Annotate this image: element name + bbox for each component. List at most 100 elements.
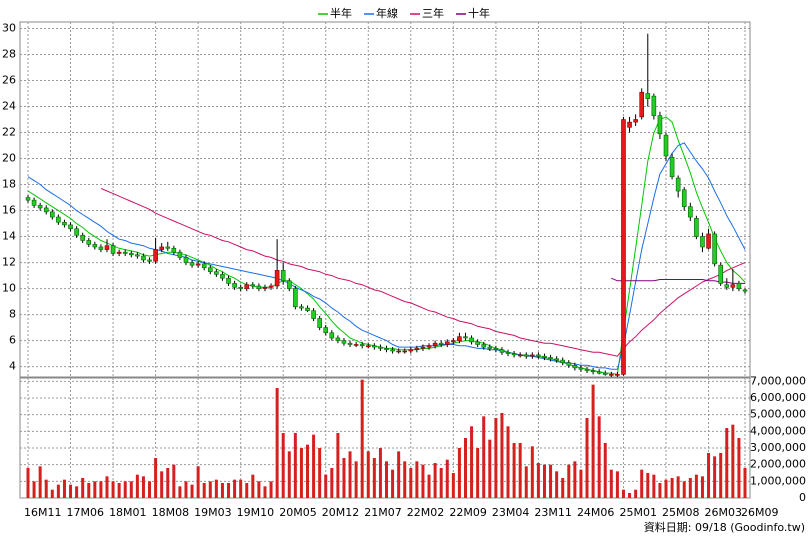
candle-body — [451, 340, 456, 343]
candle-body — [742, 289, 748, 292]
volume-bar — [482, 416, 486, 498]
volume-bar — [135, 474, 139, 498]
volume-bar — [275, 388, 279, 498]
volume-bar — [306, 444, 310, 498]
volume-bar — [542, 464, 546, 498]
candle-body — [335, 337, 341, 341]
volume-bar — [105, 476, 109, 498]
candle-body — [256, 285, 262, 289]
candle-body — [730, 284, 736, 288]
candle-body — [432, 342, 438, 347]
volume-bar — [366, 451, 370, 498]
volume-bar — [530, 446, 534, 498]
x-tick-label: 22M09 — [449, 506, 487, 519]
candle-body — [86, 240, 92, 245]
candle-body — [262, 286, 268, 289]
candle-body — [718, 264, 723, 284]
candle-body — [135, 254, 140, 257]
candle-body — [560, 359, 566, 363]
x-tick-label: 25M08 — [662, 506, 700, 519]
y2-tick-label: 1,000,000 — [750, 474, 806, 487]
candle-body — [463, 336, 468, 339]
volume-bar — [239, 479, 243, 498]
x-tick-label: 26M09 — [741, 506, 779, 519]
volume-bar — [652, 474, 656, 498]
volume-bar — [433, 463, 437, 498]
volume-bar — [409, 468, 413, 498]
volume-bar — [494, 418, 498, 498]
volume-bar — [56, 484, 60, 498]
x-tick-label: 20M05 — [279, 506, 317, 519]
volume-bar — [609, 469, 613, 498]
y-tick-label: 16 — [2, 204, 16, 217]
y2-tick-label: 7,000,000 — [750, 374, 806, 387]
x-tick-label: 20M12 — [322, 506, 360, 519]
candle-body — [341, 340, 347, 344]
volume-bar — [160, 471, 164, 498]
candle-body — [657, 115, 663, 135]
candle-body — [736, 283, 742, 289]
price-panel — [19, 21, 751, 378]
y-tick-label: 30 — [2, 22, 16, 35]
volume-bar — [591, 384, 595, 498]
y2-tick-label: 3,000,000 — [750, 441, 806, 454]
volume-bar — [148, 481, 152, 498]
x-tick-label: 19M10 — [237, 506, 275, 519]
x-tick-label: 18M08 — [152, 506, 190, 519]
candle-body — [274, 270, 280, 287]
volume-bar — [658, 483, 662, 498]
x-tick-label: 16M11 — [24, 506, 62, 519]
candle-body — [444, 341, 450, 345]
candle-body — [56, 216, 61, 223]
candle-body — [396, 350, 401, 353]
x-tick-label: 24M06 — [577, 506, 615, 519]
volume-bar — [75, 486, 79, 498]
volume-bar — [93, 481, 97, 498]
candle-body — [663, 134, 669, 157]
volume-bar — [500, 413, 504, 498]
volume-bar — [32, 481, 36, 498]
candle-body — [220, 273, 225, 279]
candle-body — [548, 357, 553, 360]
candle-body — [50, 211, 55, 218]
volume-bar — [725, 428, 729, 498]
y-tick-label: 6 — [9, 334, 16, 347]
volume-bar — [391, 469, 395, 498]
candle-body — [62, 221, 67, 226]
y-tick-label: 18 — [2, 178, 16, 191]
volume-bar — [178, 486, 182, 498]
candle-body — [378, 346, 383, 349]
volume-bar — [518, 443, 522, 498]
y2-tick-label: 5,000,000 — [750, 408, 806, 421]
volume-bar — [154, 458, 158, 498]
volume-bar — [634, 489, 638, 498]
candle-body — [384, 348, 389, 350]
candle-body — [536, 354, 541, 357]
volume-bar — [385, 461, 388, 498]
volume-bar — [190, 484, 194, 498]
candle-body — [365, 345, 371, 348]
volume-bar — [445, 459, 449, 498]
candle-body — [420, 346, 426, 349]
volume-bar — [421, 464, 425, 498]
volume-bar — [700, 476, 704, 498]
x-tick-label: 22M02 — [407, 506, 445, 519]
volume-bar — [567, 464, 571, 498]
volume-bar — [69, 484, 73, 498]
volume-bar — [646, 473, 650, 498]
candle-body — [596, 371, 602, 374]
x-tick-label: 25M01 — [619, 506, 657, 519]
volume-bar — [99, 481, 103, 498]
x-tick-label: 19M03 — [194, 506, 232, 519]
volume-bar — [694, 474, 698, 498]
volume-bar — [372, 458, 376, 498]
volume-bar — [579, 469, 583, 498]
y-tick-label: 8 — [9, 308, 16, 321]
candle-body — [706, 233, 711, 249]
volume-bar — [281, 433, 285, 498]
candle-body — [165, 246, 171, 249]
candle-body — [98, 246, 104, 250]
candle-body — [201, 263, 207, 269]
volume-bar — [640, 469, 644, 498]
